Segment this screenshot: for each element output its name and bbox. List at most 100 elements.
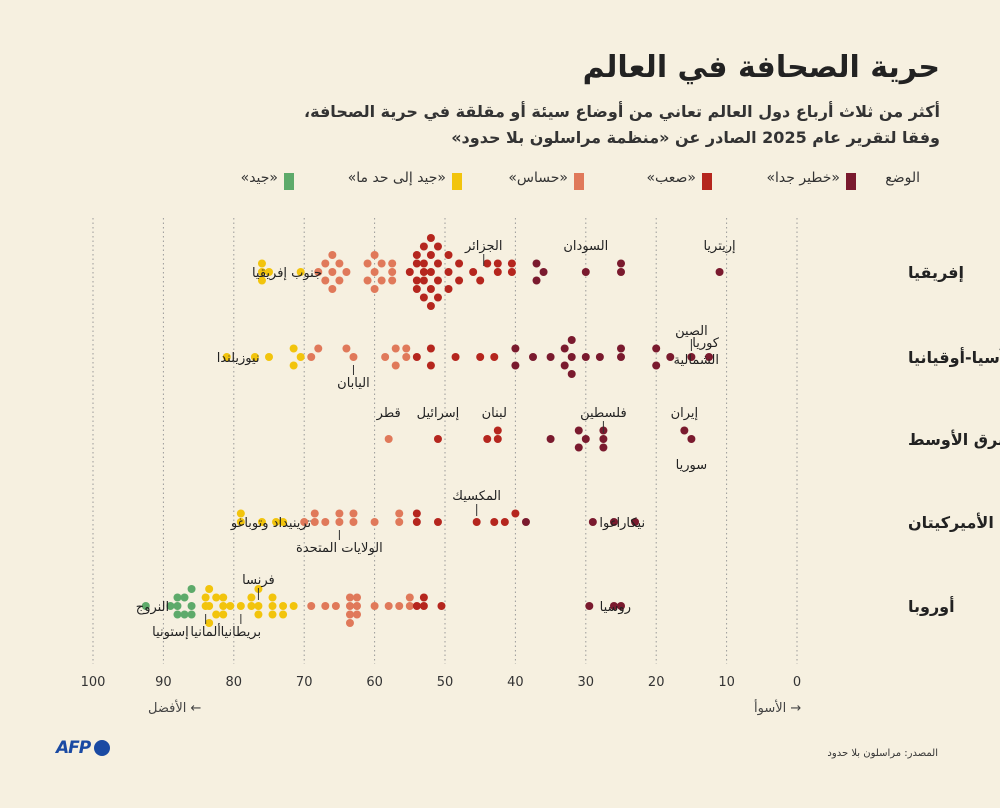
point-row0-1-0 — [265, 268, 273, 276]
point-row0-24-0 — [532, 259, 541, 268]
point-row1-14-0 — [451, 353, 460, 361]
point-row0-16-1 — [433, 259, 442, 268]
point-row0-14-3 — [419, 276, 428, 285]
point-row4-13-2 — [268, 610, 277, 619]
x-tick-label-30: 30 — [578, 675, 595, 690]
annotation-5: اليابان — [337, 376, 370, 391]
point-row0-15-1 — [426, 251, 435, 259]
point-row0-9-1 — [370, 268, 379, 276]
point-row0-10-1 — [377, 276, 386, 285]
point-row4-26-1 — [419, 602, 428, 610]
point-row4-24-1 — [405, 602, 414, 610]
point-row1-13-1 — [426, 361, 435, 370]
point-row0-15-0 — [426, 234, 435, 242]
point-row1-11-0 — [402, 344, 411, 353]
point-row1-26-0 — [666, 353, 675, 361]
point-row3-7-0 — [335, 509, 344, 518]
point-row1-21-2 — [567, 370, 576, 378]
annotation-7-line2: الشمالية — [674, 353, 720, 368]
point-row0-0-1 — [257, 268, 266, 276]
annotation-2: السودان — [563, 239, 608, 254]
point-row2-3-0 — [493, 426, 502, 435]
row-label-1: آسيا-أوقيانيا — [908, 347, 1000, 367]
point-row4-3-1 — [180, 610, 189, 619]
point-row1-5-0 — [307, 353, 316, 361]
annotation-10: لبنان — [482, 406, 507, 421]
point-row1-17-1 — [511, 361, 520, 370]
point-row0-6-0 — [335, 259, 344, 268]
x-tick-label-70: 70 — [296, 675, 313, 690]
point-row3-12-0 — [433, 518, 442, 526]
annotation-3: إريتريا — [703, 239, 735, 254]
annotation-11: فلسطين — [580, 406, 627, 421]
point-row4-11-0 — [247, 593, 256, 602]
point-row1-21-1 — [567, 353, 576, 361]
point-row0-13-2 — [412, 276, 421, 285]
legend: الوضع «خطير جدا» «صعب» «حساس» «جيد إلى ح… — [200, 170, 920, 192]
point-row3-8-1 — [349, 518, 358, 526]
point-row1-1-0 — [250, 353, 259, 361]
annotation-7: كوريا — [692, 336, 720, 351]
x-tick-label-100: 100 — [81, 675, 106, 690]
point-row4-1-0 — [166, 602, 175, 610]
point-row3-13-0 — [472, 518, 481, 526]
point-row4-0-0 — [141, 602, 150, 610]
point-row1-19-0 — [546, 353, 555, 361]
x-label-worst: الأسوأ → — [754, 699, 801, 716]
point-row4-8-0 — [219, 593, 228, 602]
point-row4-30-0 — [617, 602, 625, 610]
point-row1-9-0 — [381, 353, 390, 361]
point-row0-16-3 — [433, 293, 442, 302]
point-row0-0-0 — [257, 259, 266, 268]
point-row4-4-1 — [187, 602, 196, 610]
point-row4-14-0 — [279, 602, 288, 610]
point-row4-27-0 — [437, 602, 446, 610]
point-row4-12-1 — [254, 602, 263, 610]
point-row0-23-1 — [507, 268, 516, 276]
point-row4-28-0 — [585, 602, 594, 610]
point-row3-17-0 — [521, 518, 530, 526]
point-row1-2-0 — [265, 353, 273, 361]
legend-label-difficult: «صعب» — [646, 170, 696, 186]
point-row4-17-0 — [321, 602, 330, 610]
point-row0-13-3 — [412, 285, 421, 293]
annotation-18: النروج — [136, 600, 169, 615]
point-row0-5-1 — [328, 268, 337, 276]
point-row0-28-0 — [715, 268, 724, 276]
point-row1-16-0 — [490, 353, 499, 361]
point-row1-18-0 — [529, 353, 537, 361]
point-row0-22-1 — [493, 268, 502, 276]
point-row2-3-1 — [493, 435, 502, 443]
chart-subtitle-line-2: وفقا لتقرير عام 2025 الصادر عن «منظمة مر… — [451, 128, 940, 147]
afp-logo-dot — [94, 740, 110, 756]
point-row0-27-1 — [617, 268, 625, 276]
point-row1-25-1 — [652, 361, 661, 370]
point-row1-7-0 — [342, 344, 351, 353]
point-row2-4-0 — [546, 435, 555, 443]
point-row3-11-0 — [412, 509, 421, 518]
source-note: المصدر: مراسلون بلا حدود — [827, 748, 938, 759]
point-row2-0-0 — [384, 435, 393, 443]
point-row4-20-0 — [353, 593, 361, 602]
point-row1-13-0 — [426, 344, 435, 353]
point-row0-12-0 — [405, 268, 414, 276]
point-row1-3-1 — [289, 361, 298, 370]
point-row4-18-0 — [331, 602, 340, 610]
annotation-17: نيكاراغوا — [599, 516, 645, 531]
legend-label-sensitive: «حساس» — [508, 170, 568, 186]
point-row0-10-0 — [377, 259, 386, 268]
point-row1-8-0 — [349, 353, 358, 361]
point-row3-14-0 — [490, 518, 499, 526]
point-row0-18-1 — [455, 276, 464, 285]
point-row4-6-1 — [205, 602, 214, 610]
point-row3-8-0 — [349, 509, 358, 518]
annotation-14: ترينيداد وتوباغو — [230, 516, 312, 531]
point-row3-2-0 — [272, 518, 281, 526]
point-row0-8-0 — [363, 259, 372, 268]
point-row1-22-0 — [581, 353, 590, 361]
annotation-21: فرنسا — [242, 573, 275, 588]
point-row0-11-2 — [388, 276, 397, 285]
point-row4-2-1 — [173, 602, 182, 610]
point-row4-20-1 — [353, 602, 361, 610]
